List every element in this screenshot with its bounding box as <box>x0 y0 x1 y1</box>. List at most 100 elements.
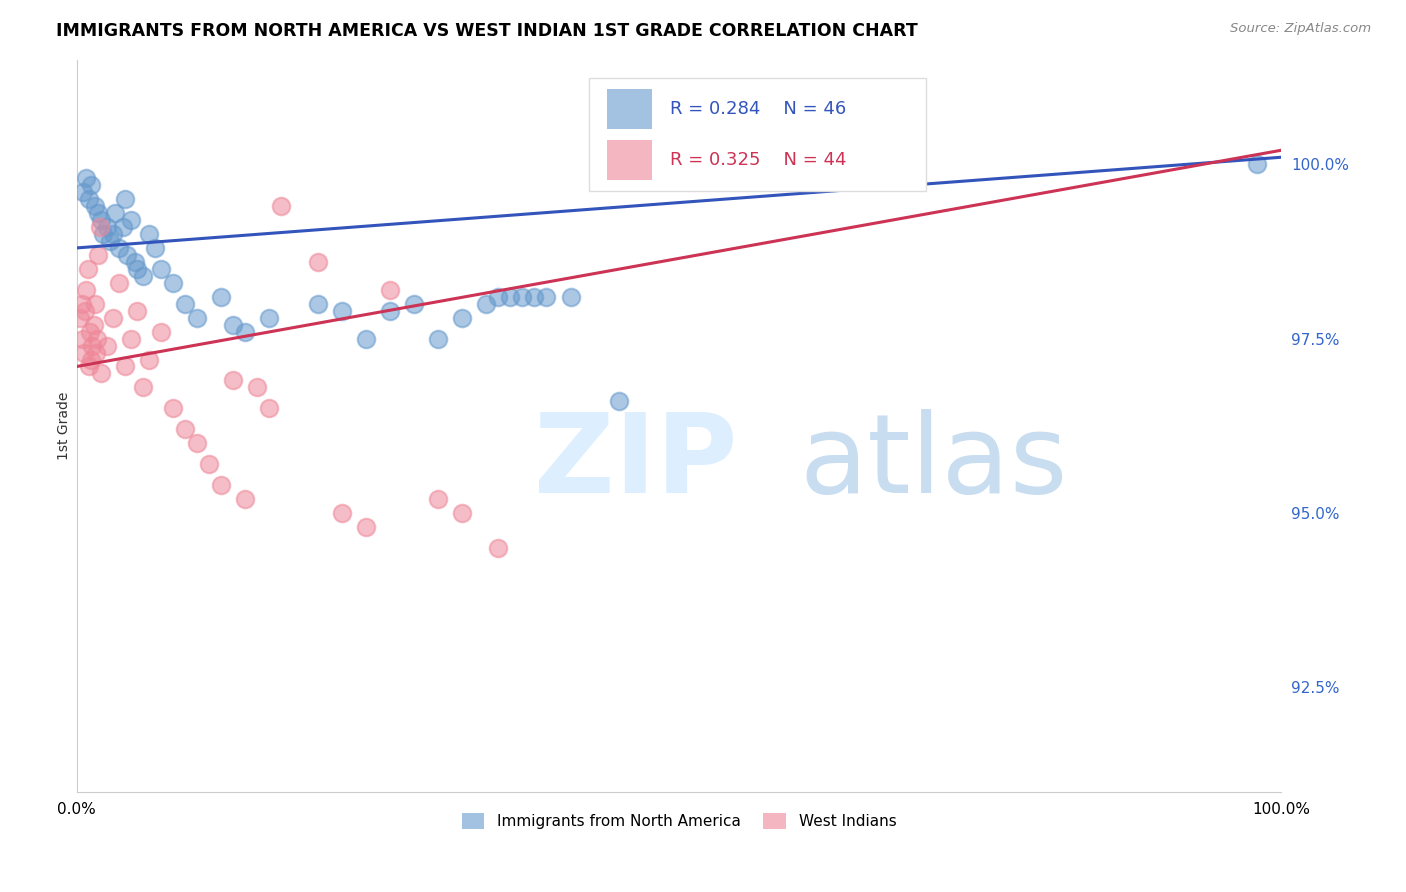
Point <box>114 192 136 206</box>
Point <box>427 491 450 506</box>
Point <box>89 219 111 234</box>
Point <box>143 241 166 255</box>
Point <box>117 248 139 262</box>
Point <box>79 325 101 339</box>
Point <box>209 290 232 304</box>
Point <box>96 219 118 234</box>
Point <box>259 310 281 325</box>
Point <box>246 380 269 394</box>
Point <box>84 345 107 359</box>
Point <box>330 303 353 318</box>
Point <box>72 332 94 346</box>
Point <box>77 359 100 374</box>
Point <box>73 345 96 359</box>
Point <box>70 296 93 310</box>
Point <box>132 380 155 394</box>
Text: Source: ZipAtlas.com: Source: ZipAtlas.com <box>1230 22 1371 36</box>
Point <box>354 332 377 346</box>
Point <box>270 199 292 213</box>
Point <box>114 359 136 374</box>
Point <box>132 268 155 283</box>
Point <box>83 318 105 332</box>
Point <box>75 303 97 318</box>
Text: R = 0.325    N = 44: R = 0.325 N = 44 <box>671 151 846 169</box>
Point <box>162 401 184 416</box>
Point <box>87 206 110 220</box>
Point <box>486 541 509 555</box>
Point <box>307 296 329 310</box>
Point <box>86 332 108 346</box>
Point <box>486 290 509 304</box>
Point <box>607 394 630 409</box>
Bar <box>606 89 652 129</box>
Text: R = 0.284    N = 46: R = 0.284 N = 46 <box>671 100 846 118</box>
Point <box>75 283 97 297</box>
Point <box>307 255 329 269</box>
Point <box>512 290 534 304</box>
Point <box>186 436 208 450</box>
Legend: Immigrants from North America, West Indians: Immigrants from North America, West Indi… <box>456 807 903 836</box>
Point <box>475 296 498 310</box>
Point <box>138 352 160 367</box>
Point <box>90 367 112 381</box>
Text: ZIP: ZIP <box>534 409 738 516</box>
Y-axis label: 1st Grade: 1st Grade <box>58 392 72 460</box>
Point <box>91 227 114 241</box>
Point <box>198 457 221 471</box>
Point <box>499 290 522 304</box>
Point <box>80 352 103 367</box>
Point <box>560 290 582 304</box>
Point <box>108 241 131 255</box>
Point <box>233 325 256 339</box>
Point <box>378 303 401 318</box>
Point <box>104 206 127 220</box>
Point <box>354 520 377 534</box>
Point <box>83 199 105 213</box>
Point <box>330 506 353 520</box>
Point <box>162 276 184 290</box>
Point <box>82 338 104 352</box>
Point <box>125 303 148 318</box>
Point <box>523 290 546 304</box>
Point <box>259 401 281 416</box>
Point <box>536 290 558 304</box>
Point <box>80 178 103 193</box>
Point <box>120 213 142 227</box>
Point <box>222 374 245 388</box>
Point <box>186 310 208 325</box>
Point <box>125 261 148 276</box>
Point <box>101 310 124 325</box>
Point <box>233 491 256 506</box>
Point <box>1246 157 1268 171</box>
Point <box>138 227 160 241</box>
Point <box>87 248 110 262</box>
Point <box>402 296 425 310</box>
Point <box>174 296 197 310</box>
Text: atlas: atlas <box>800 409 1067 516</box>
Point <box>75 171 97 186</box>
Point <box>90 213 112 227</box>
Point <box>150 325 173 339</box>
Point <box>111 219 134 234</box>
Point <box>100 234 122 248</box>
Point <box>72 185 94 199</box>
Bar <box>606 140 652 180</box>
Point <box>96 338 118 352</box>
Point <box>101 227 124 241</box>
Point <box>120 332 142 346</box>
Point <box>222 318 245 332</box>
Point <box>83 296 105 310</box>
Point <box>77 192 100 206</box>
Point <box>124 255 146 269</box>
Point <box>209 478 232 492</box>
Text: IMMIGRANTS FROM NORTH AMERICA VS WEST INDIAN 1ST GRADE CORRELATION CHART: IMMIGRANTS FROM NORTH AMERICA VS WEST IN… <box>56 22 918 40</box>
Point <box>69 310 91 325</box>
Point <box>451 506 474 520</box>
Point <box>76 261 98 276</box>
Point <box>174 422 197 436</box>
FancyBboxPatch shape <box>589 78 925 192</box>
Point <box>108 276 131 290</box>
Point <box>451 310 474 325</box>
Point <box>378 283 401 297</box>
Point <box>150 261 173 276</box>
